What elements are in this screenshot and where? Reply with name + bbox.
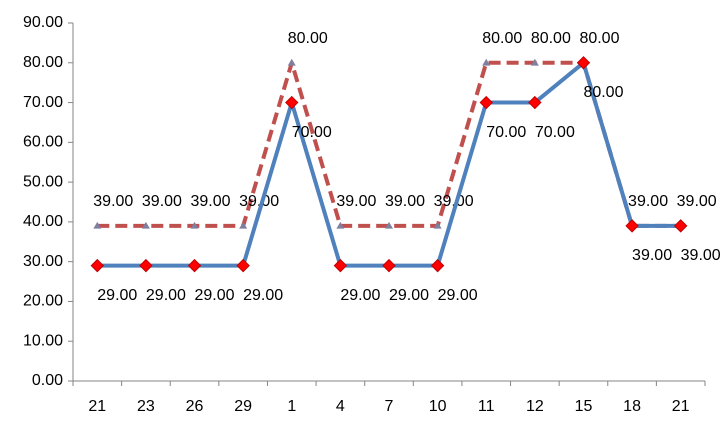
marker	[190, 221, 199, 229]
marker	[336, 221, 345, 229]
data-label: 29.00	[438, 287, 478, 304]
x-tick-label: 21	[672, 398, 690, 415]
x-tick-label: 4	[336, 398, 345, 415]
data-label: 39.00	[677, 193, 717, 210]
y-tick-label: 30.00	[23, 253, 63, 270]
marker	[287, 58, 296, 66]
data-label: 29.00	[195, 287, 235, 304]
x-tick-label: 23	[137, 398, 155, 415]
data-label: 39.00	[142, 193, 182, 210]
marker	[673, 219, 688, 233]
data-label: 39.00	[385, 193, 425, 210]
marker	[239, 221, 248, 229]
data-label: 29.00	[389, 287, 429, 304]
marker	[479, 95, 493, 110]
data-label: 39.00	[681, 247, 721, 264]
data-label: 39.00	[239, 193, 279, 210]
data-label: 39.00	[93, 193, 133, 210]
marker	[333, 258, 348, 273]
data-label: 80.00	[583, 84, 623, 101]
x-tick-label: 29	[234, 398, 252, 415]
y-tick-label: 70.00	[23, 94, 63, 111]
data-label: 80.00	[482, 30, 522, 47]
data-label: 39.00	[632, 247, 672, 264]
x-tick-label: 26	[186, 398, 204, 415]
data-label: 39.00	[434, 193, 474, 210]
data-label: 80.00	[579, 30, 619, 47]
y-tick-label: 60.00	[23, 134, 63, 151]
x-tick-label: 12	[526, 398, 544, 415]
marker	[433, 221, 442, 229]
data-label: 80.00	[531, 30, 571, 47]
data-label: 39.00	[628, 193, 668, 210]
x-tick-label: 15	[575, 398, 593, 415]
marker	[530, 58, 539, 66]
data-label: 39.00	[191, 193, 231, 210]
y-tick-label: 20.00	[23, 293, 63, 310]
data-label: 29.00	[146, 287, 186, 304]
data-label: 29.00	[340, 287, 380, 304]
x-tick-label: 7	[385, 398, 394, 415]
x-tick-label: 11	[478, 398, 495, 415]
marker	[625, 219, 639, 233]
marker	[141, 221, 150, 229]
marker	[528, 95, 542, 110]
data-label: 70.00	[486, 124, 526, 141]
marker	[382, 258, 396, 273]
x-tick-label: 10	[429, 398, 447, 415]
marker	[236, 258, 250, 273]
y-tick-label: 50.00	[23, 173, 63, 190]
marker	[187, 258, 202, 273]
data-label: 70.00	[535, 124, 575, 141]
data-label: 80.00	[288, 30, 328, 47]
marker	[430, 258, 445, 273]
marker	[482, 58, 491, 66]
y-tick-label: 40.00	[23, 213, 63, 230]
data-label: 29.00	[243, 287, 283, 304]
y-tick-label: 90.00	[23, 14, 63, 31]
marker	[576, 56, 591, 70]
marker	[385, 221, 393, 229]
y-tick-label: 80.00	[23, 54, 63, 71]
x-tick-label: 18	[623, 398, 641, 415]
marker	[93, 221, 102, 229]
y-tick-label: 0.00	[32, 372, 63, 389]
marker	[139, 258, 153, 273]
marker	[285, 95, 299, 110]
data-label: 29.00	[97, 287, 137, 304]
data-label: 70.00	[292, 124, 332, 141]
x-tick-label: 21	[88, 398, 106, 415]
x-tick-label: 1	[287, 398, 296, 415]
marker	[90, 258, 105, 273]
y-tick-label: 10.00	[23, 332, 63, 349]
data-label: 39.00	[336, 193, 376, 210]
